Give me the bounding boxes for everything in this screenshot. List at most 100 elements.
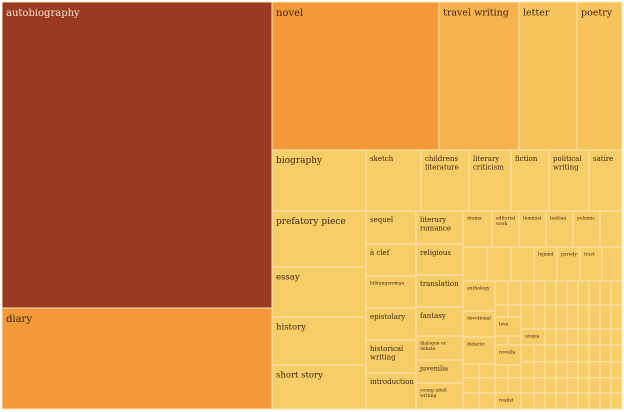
treemap-filler-tile	[577, 304, 590, 330]
treemap-tile-realist	[494, 392, 522, 410]
treemap-filler-tile	[555, 377, 568, 394]
treemap-filler-tile	[544, 361, 557, 379]
treemap-tile-feminist	[518, 210, 547, 248]
treemap-tile-editorial-work	[491, 210, 520, 248]
treemap-label-young-adult-writing: young adult writing	[419, 388, 447, 399]
treemap-filler-tile	[533, 392, 546, 410]
treemap-filler-tile	[533, 280, 546, 306]
treemap-filler-tile	[566, 304, 579, 330]
treemap-tile-sequel	[365, 210, 417, 245]
treemap-label-novel: novel	[276, 8, 303, 19]
treemap-tile-anthology	[462, 280, 496, 312]
treemap-label-parody: parody	[561, 252, 577, 258]
treemap-filler-tile	[577, 377, 590, 394]
treemap-filler-tile	[599, 377, 612, 394]
treemap-filler-tile	[520, 377, 535, 394]
treemap-label-novella: novella	[499, 350, 516, 356]
treemap-filler-tile	[610, 328, 623, 346]
treemap-tile-essay	[271, 266, 367, 318]
treemap-label-legend: legend	[538, 252, 554, 258]
treemap-filler-tile	[494, 280, 509, 306]
treemap-label-translation: translation	[420, 280, 459, 288]
treemap-filler-tile	[544, 344, 557, 363]
treemap-filler-tile	[566, 328, 579, 346]
treemap-label-juvenilia: juvenilia	[419, 365, 448, 373]
treemap-filler-tile	[510, 246, 535, 282]
treemap-filler-tile	[520, 344, 535, 363]
treemap-filler-tile	[533, 377, 546, 394]
treemap-tile-historical-writing	[365, 339, 417, 374]
treemap-filler-tile	[520, 280, 535, 306]
treemap-tile-poetry	[576, 1, 623, 151]
treemap-filler-tile	[599, 210, 623, 248]
treemap-label-history: history	[276, 323, 306, 333]
treemap-filler-tile	[478, 377, 496, 394]
treemap-tile-prefatory-piece	[271, 210, 367, 268]
treemap-label-devotional: devotional	[467, 316, 491, 322]
treemap-filler-tile	[544, 392, 557, 410]
treemap-label-anthology: anthology	[467, 286, 490, 292]
treemap-filler-tile	[599, 328, 612, 346]
treemap-filler-tile	[533, 304, 546, 330]
treemap-tile-political-writing	[548, 149, 590, 212]
treemap-label-poetry: poetry	[581, 8, 613, 19]
treemap-filler-tile	[555, 361, 568, 379]
treemap-label-biography: biography	[276, 156, 323, 166]
treemap-label-polemic: polemic	[577, 216, 595, 222]
treemap-filler-tile	[566, 377, 579, 394]
treemap-filler-tile	[577, 392, 590, 410]
treemap-filler-tile	[533, 361, 546, 379]
treemap-filler-tile	[577, 344, 590, 363]
treemap-tile-religious	[415, 243, 464, 276]
treemap-filler-tile	[610, 377, 623, 394]
treemap-filler-tile	[566, 361, 579, 379]
treemap-tile-letter	[518, 1, 578, 151]
treemap-tile-satire	[588, 149, 623, 212]
treemap-filler-tile	[486, 246, 512, 282]
treemap-filler-tile	[555, 344, 568, 363]
treemap-tile-bildungsroman	[365, 275, 417, 309]
treemap-label-satire: satire	[593, 155, 613, 163]
treemap-tile-introduction	[365, 372, 417, 410]
treemap-filler-tile	[478, 392, 496, 410]
treemap-tile-tract	[579, 246, 603, 282]
treemap-tile-clef	[365, 243, 417, 277]
treemap-tile-didactic	[462, 336, 496, 365]
treemap-label-dialogue-or-debate: dialogue or debate	[420, 341, 447, 352]
treemap-filler-tile	[555, 280, 568, 306]
treemap-label-feminist: feminist	[523, 216, 542, 222]
treemap-filler-tile	[520, 304, 535, 330]
treemap-filler-tile	[462, 392, 480, 410]
treemap-filler-tile	[599, 344, 612, 363]
treemap-label-didactic: didactic	[467, 342, 486, 348]
treemap-filler-tile	[566, 344, 579, 363]
treemap-filler-tile	[588, 344, 601, 363]
treemap-filler-tile	[533, 344, 546, 363]
treemap-label-short-story: short story	[276, 371, 323, 381]
treemap-label-childrens-literature: childrens literature	[425, 155, 459, 171]
treemap-tile-literary-romance	[415, 210, 464, 245]
treemap-label-epistolary: epistolary	[370, 313, 405, 321]
treemap-label-religious: religious	[420, 249, 451, 257]
treemap-tile-young-adult-writing	[415, 382, 464, 410]
treemap-label-literary-criticism: literary criticism	[473, 155, 504, 171]
treemap-filler-tile	[520, 392, 535, 410]
treemap-tile-utopia	[520, 328, 546, 346]
treemap-tile-sketch	[365, 149, 422, 212]
treemap-filler-tile	[588, 304, 601, 330]
treemap-filler-tile	[577, 280, 590, 306]
treemap-label-realist: realist	[499, 398, 514, 404]
treemap-label-tract: tract	[584, 252, 595, 258]
treemap-filler-tile	[544, 328, 557, 346]
treemap-filler-tile	[588, 328, 601, 346]
treemap-label-fantasy: fantasy	[420, 312, 446, 320]
treemap-label-sketch: sketch	[370, 155, 394, 163]
treemap-label-bildungsroman: bildungsroman	[370, 281, 404, 287]
treemap-filler-tile	[520, 361, 535, 379]
treemap-tile-travel-writing	[438, 1, 520, 151]
treemap-filler-tile	[544, 377, 557, 394]
treemap-filler-tile	[566, 280, 579, 306]
treemap-tile-diary	[1, 307, 273, 410]
